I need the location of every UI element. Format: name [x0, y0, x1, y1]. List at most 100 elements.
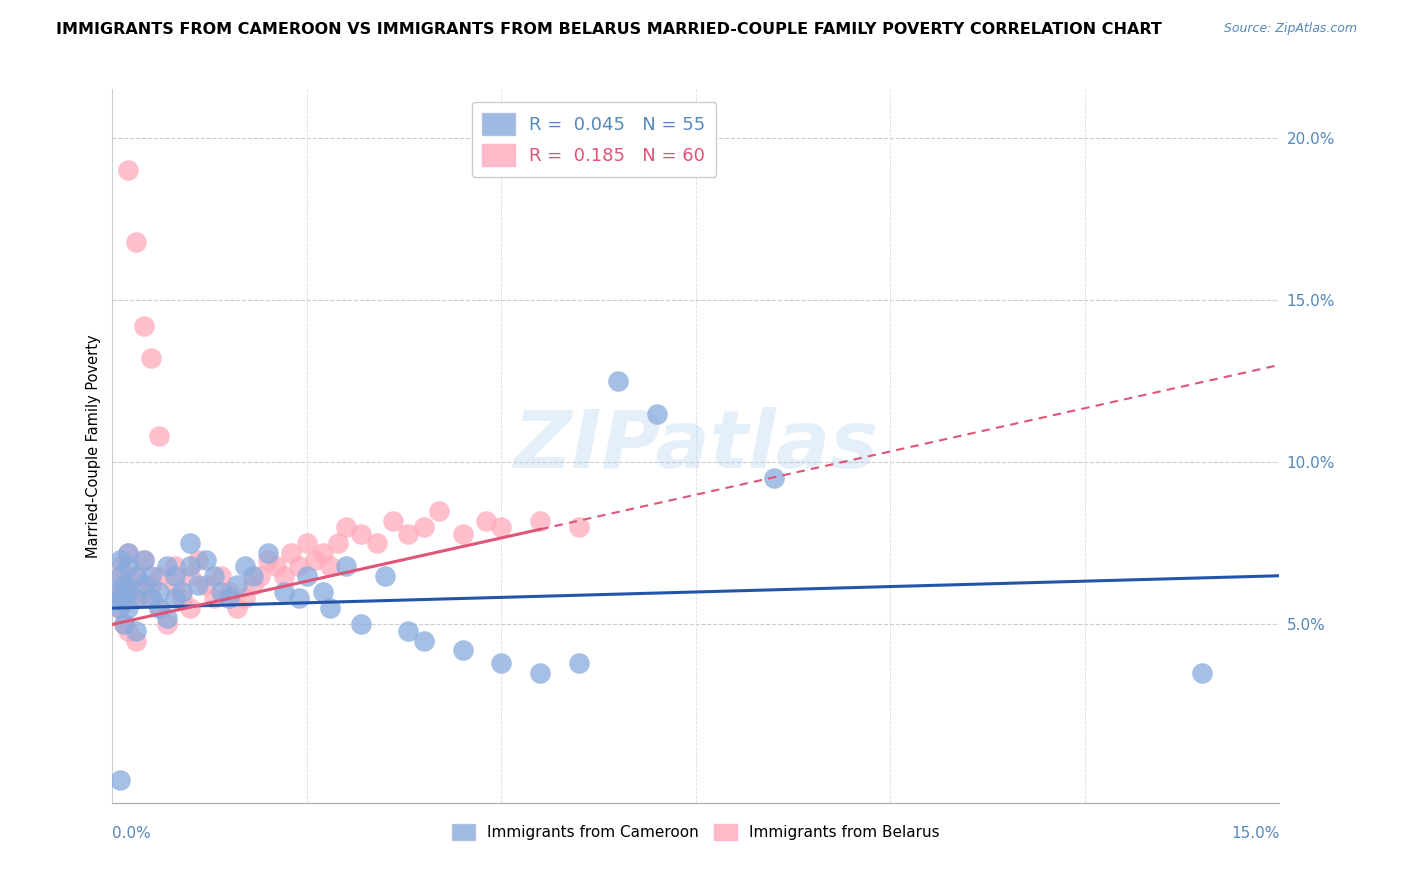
- Point: [156, 617, 179, 632]
- Point: [273, 568, 295, 582]
- Point: [148, 568, 170, 582]
- Point: [194, 578, 217, 592]
- Point: [491, 657, 513, 671]
- Point: [110, 552, 132, 566]
- Point: [110, 559, 132, 574]
- Point: [374, 568, 396, 582]
- Point: [194, 552, 217, 566]
- Point: [156, 559, 179, 574]
- Point: [226, 578, 249, 592]
- Point: [125, 624, 148, 638]
- Point: [350, 617, 373, 632]
- Point: [125, 633, 148, 648]
- Point: [125, 235, 148, 249]
- Point: [163, 591, 186, 606]
- Point: [187, 578, 209, 592]
- Point: [107, 601, 129, 615]
- Point: [163, 578, 186, 592]
- Point: [117, 601, 139, 615]
- Point: [242, 578, 264, 592]
- Point: [218, 591, 240, 606]
- Point: [529, 514, 551, 528]
- Legend: Immigrants from Cameroon, Immigrants from Belarus: Immigrants from Cameroon, Immigrants fro…: [446, 818, 946, 847]
- Text: ZIPatlas: ZIPatlas: [513, 407, 879, 485]
- Point: [163, 568, 186, 582]
- Point: [762, 471, 785, 485]
- Point: [396, 526, 419, 541]
- Point: [288, 559, 311, 574]
- Point: [125, 568, 148, 582]
- Point: [172, 585, 194, 599]
- Point: [242, 568, 264, 582]
- Point: [319, 559, 342, 574]
- Point: [187, 552, 209, 566]
- Point: [110, 591, 132, 606]
- Point: [280, 546, 302, 560]
- Text: IMMIGRANTS FROM CAMEROON VS IMMIGRANTS FROM BELARUS MARRIED-COUPLE FAMILY POVERT: IMMIGRANTS FROM CAMEROON VS IMMIGRANTS F…: [56, 22, 1163, 37]
- Point: [125, 591, 148, 606]
- Point: [451, 643, 474, 657]
- Point: [107, 601, 129, 615]
- Point: [132, 578, 155, 592]
- Point: [209, 568, 232, 582]
- Point: [607, 374, 630, 388]
- Point: [179, 601, 201, 615]
- Point: [117, 559, 139, 574]
- Point: [105, 585, 128, 599]
- Point: [475, 514, 498, 528]
- Point: [568, 657, 591, 671]
- Point: [179, 559, 201, 574]
- Point: [209, 585, 232, 599]
- Point: [226, 601, 249, 615]
- Point: [257, 552, 280, 566]
- Point: [132, 318, 155, 333]
- Point: [202, 591, 225, 606]
- Point: [304, 552, 326, 566]
- Point: [249, 568, 271, 582]
- Point: [110, 568, 132, 582]
- Point: [117, 546, 139, 560]
- Point: [233, 591, 256, 606]
- Point: [202, 568, 225, 582]
- Point: [148, 601, 170, 615]
- Point: [412, 633, 434, 648]
- Point: [117, 585, 139, 599]
- Point: [125, 568, 148, 582]
- Point: [529, 666, 551, 681]
- Point: [148, 601, 170, 615]
- Point: [233, 559, 256, 574]
- Point: [273, 585, 295, 599]
- Point: [295, 568, 318, 582]
- Point: [110, 591, 132, 606]
- Point: [335, 520, 357, 534]
- Point: [110, 773, 132, 788]
- Point: [451, 526, 474, 541]
- Point: [319, 601, 342, 615]
- Point: [117, 546, 139, 560]
- Point: [366, 536, 388, 550]
- Point: [381, 514, 404, 528]
- Point: [311, 546, 333, 560]
- Point: [117, 163, 139, 178]
- Point: [1191, 666, 1213, 681]
- Point: [141, 568, 163, 582]
- Point: [645, 407, 668, 421]
- Point: [125, 591, 148, 606]
- Point: [141, 578, 163, 592]
- Point: [132, 552, 155, 566]
- Point: [110, 568, 132, 582]
- Point: [218, 585, 240, 599]
- Point: [141, 351, 163, 366]
- Point: [112, 617, 135, 632]
- Point: [264, 559, 287, 574]
- Point: [112, 617, 135, 632]
- Point: [148, 585, 170, 599]
- Point: [117, 578, 139, 592]
- Point: [179, 568, 201, 582]
- Point: [112, 578, 135, 592]
- Point: [288, 591, 311, 606]
- Point: [491, 520, 513, 534]
- Point: [156, 611, 179, 625]
- Point: [148, 429, 170, 443]
- Point: [141, 591, 163, 606]
